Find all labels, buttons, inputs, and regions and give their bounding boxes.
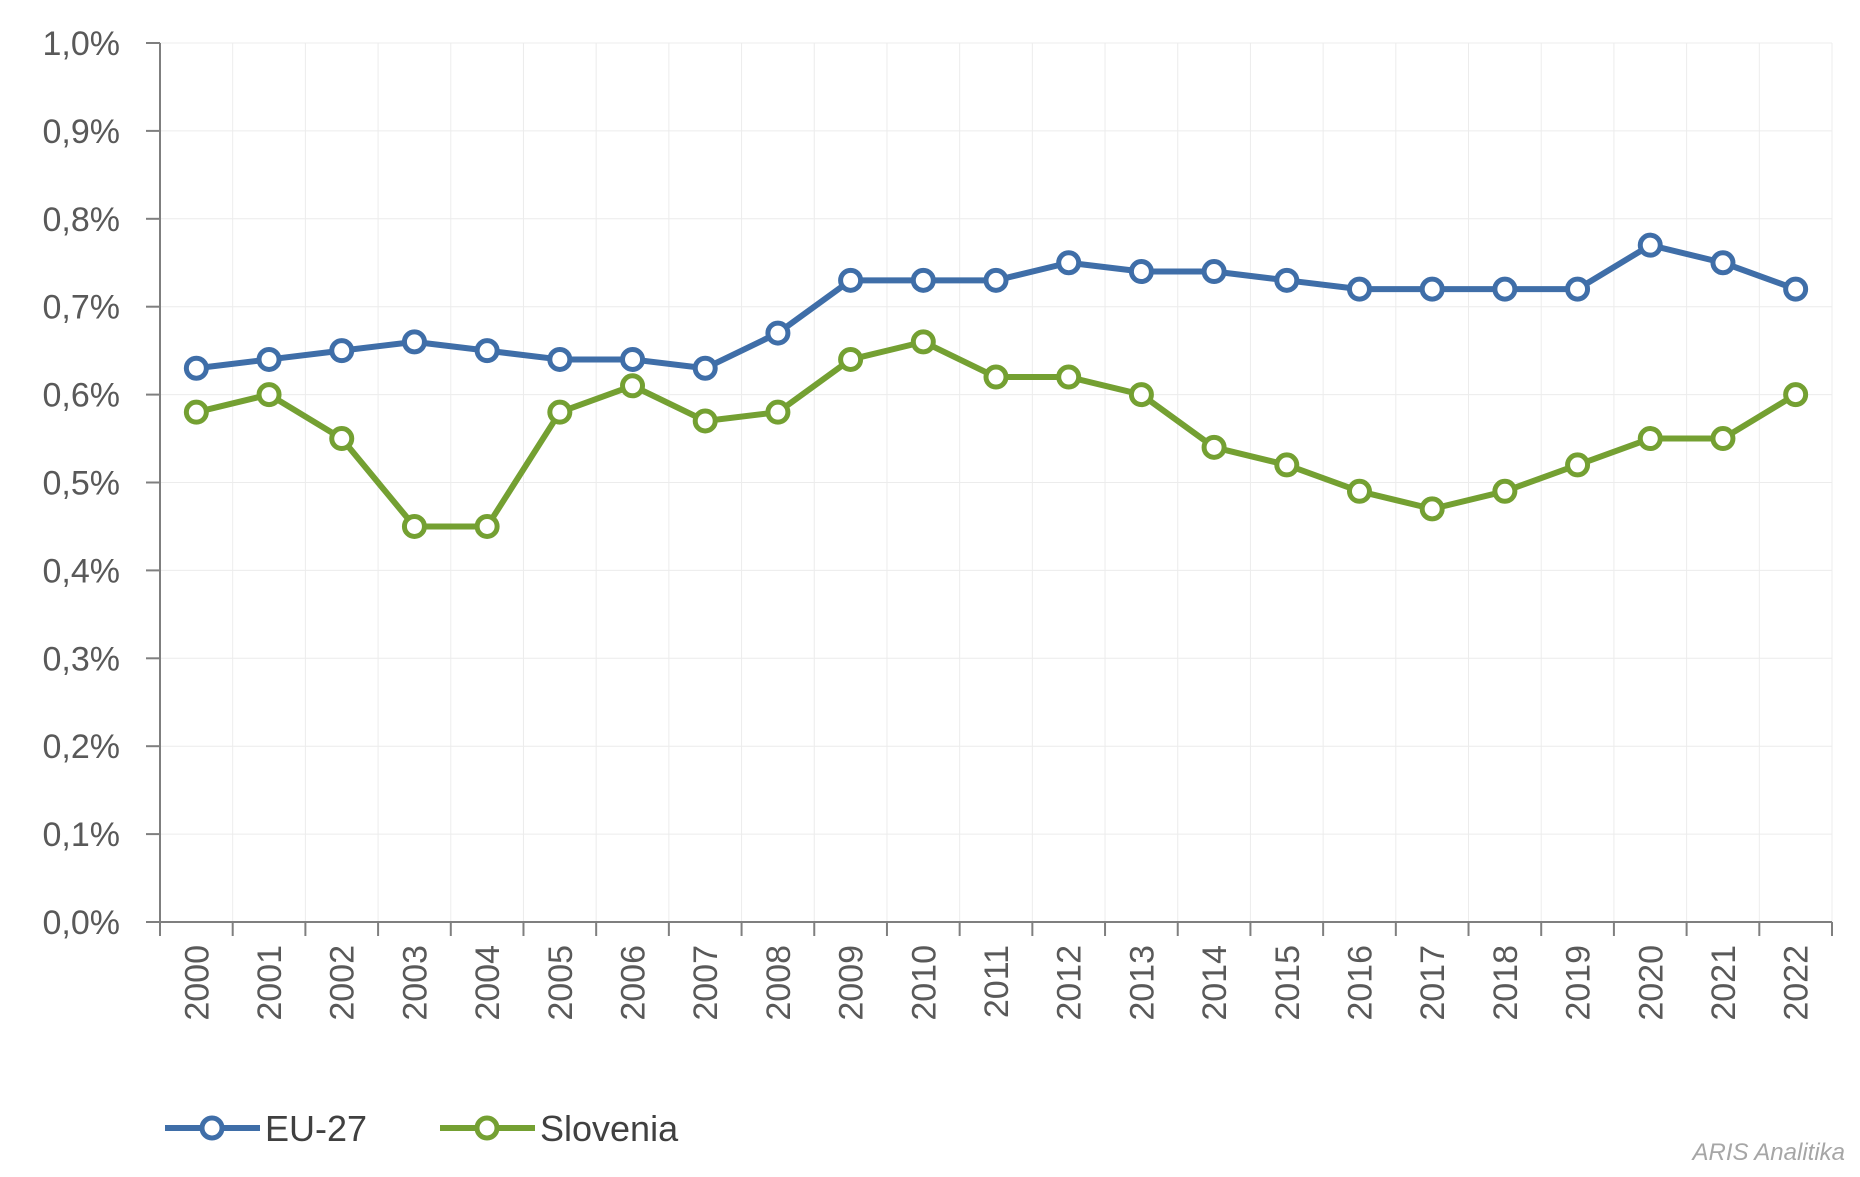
data-point (910, 329, 936, 355)
data-point (1201, 259, 1227, 285)
x-tick-label: 2007 (687, 945, 725, 1021)
data-point (547, 399, 573, 425)
x-tick-label: 2002 (324, 945, 362, 1021)
data-point (1419, 496, 1445, 522)
data-point (1783, 382, 1809, 408)
x-tick-label: 2006 (615, 945, 653, 1021)
x-tick-label: 2014 (1196, 945, 1234, 1021)
data-point (1565, 276, 1591, 302)
data-point (1783, 276, 1809, 302)
data-point (692, 408, 718, 434)
data-point (910, 267, 936, 293)
x-tick-label: 2019 (1560, 945, 1598, 1021)
x-tick-label: 2008 (760, 945, 798, 1021)
x-tick-label: 2009 (833, 945, 871, 1021)
data-point (401, 513, 427, 539)
series-slovenia (183, 329, 1809, 539)
y-tick-label: 0,6% (43, 377, 121, 415)
x-tick-label: 2004 (469, 945, 507, 1021)
data-point (1346, 478, 1372, 504)
legend-label: Slovenia (540, 1108, 679, 1149)
x-tick-label: 2016 (1341, 945, 1379, 1021)
x-tick-label: 2010 (905, 945, 943, 1021)
data-point (1128, 259, 1154, 285)
x-tick-label: 2000 (178, 945, 216, 1021)
data-point (1128, 382, 1154, 408)
x-tick-label: 2020 (1632, 945, 1670, 1021)
legend-marker (199, 1115, 225, 1141)
data-point (1419, 276, 1445, 302)
series-eu-27 (183, 232, 1809, 381)
x-tick-label: 2005 (542, 945, 580, 1021)
x-tick-label: 2001 (251, 945, 289, 1021)
data-point (256, 382, 282, 408)
data-point (401, 329, 427, 355)
data-point (1710, 250, 1736, 276)
data-point (692, 355, 718, 381)
data-point (1492, 478, 1518, 504)
x-tick-label: 2018 (1487, 945, 1525, 1021)
data-point (474, 513, 500, 539)
legend: EU-27 Slovenia (165, 1108, 679, 1149)
data-point (1637, 426, 1663, 452)
data-point (547, 346, 573, 372)
data-point (765, 320, 791, 346)
x-tick-label: 2003 (396, 945, 434, 1021)
source-label: ARIS Analitika (1690, 1139, 1845, 1166)
x-tick-label: 2012 (1051, 945, 1089, 1021)
data-point (183, 355, 209, 381)
data-point (983, 364, 1009, 390)
x-tick-label: 2013 (1123, 945, 1161, 1021)
y-tick-label: 0,0% (43, 904, 121, 942)
data-point (329, 426, 355, 452)
y-tick-label: 0,7% (43, 289, 121, 327)
data-point (1637, 232, 1663, 258)
data-point (1565, 452, 1591, 478)
y-tick-label: 0,2% (43, 728, 121, 766)
y-axis: 0,0% 0,1% 0,2% 0,3% 0,4% 0,5% 0,6% 0,7% 0,8% 0,9%… (43, 25, 161, 942)
y-tick-label: 1,0% (43, 25, 121, 63)
x-tick-label: 2022 (1778, 945, 1816, 1021)
data-point (1274, 452, 1300, 478)
y-tick-label: 0,9% (43, 113, 121, 151)
y-tick-label: 0,1% (43, 816, 121, 854)
data-point (329, 338, 355, 364)
x-tick-label: 2021 (1705, 945, 1743, 1021)
data-point (474, 338, 500, 364)
data-point (1710, 426, 1736, 452)
data-point (1274, 267, 1300, 293)
data-point (838, 267, 864, 293)
x-tick-label: 2011 (978, 945, 1016, 1018)
data-point (983, 267, 1009, 293)
data-point (620, 346, 646, 372)
y-tick-label: 0,3% (43, 640, 121, 678)
data-point (1056, 364, 1082, 390)
y-tick-label: 0,8% (43, 201, 121, 239)
data-point (765, 399, 791, 425)
x-tick-label: 2015 (1269, 945, 1307, 1021)
data-point (256, 346, 282, 372)
y-tick-label: 0,4% (43, 552, 121, 590)
legend-item: EU-27 (165, 1108, 367, 1149)
y-tick-label: 0,5% (43, 465, 121, 503)
data-point (1056, 250, 1082, 276)
legend-item: Slovenia (440, 1108, 679, 1149)
data-point (1346, 276, 1372, 302)
data-point (838, 346, 864, 372)
data-point (620, 373, 646, 399)
legend-label: EU-27 (265, 1108, 367, 1149)
data-point (1492, 276, 1518, 302)
x-tick-label: 2017 (1414, 945, 1452, 1021)
data-point (1201, 434, 1227, 460)
data-point (183, 399, 209, 425)
x-axis: 2000 2001 2002 2003 2004 2005 2006 2007 2008 2009… (159, 921, 1833, 1021)
legend-marker (474, 1115, 500, 1141)
gridlines (160, 42, 1833, 922)
series-group (183, 232, 1809, 539)
